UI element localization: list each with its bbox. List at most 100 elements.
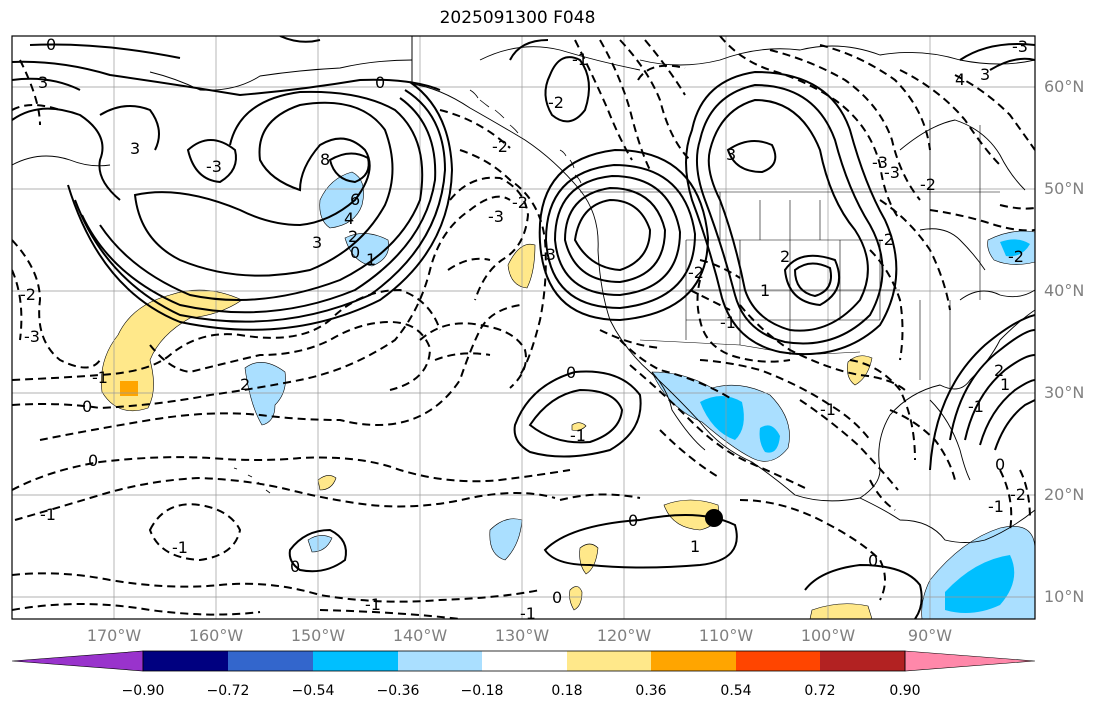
map-title: 2025091300 F048 <box>439 8 596 28</box>
contour-label: -2 <box>920 175 936 194</box>
colorbar-swatch <box>143 651 228 671</box>
contour-label: -2 <box>20 285 36 304</box>
contour-label: -1 <box>720 313 736 332</box>
colorbar-swatch <box>313 651 398 671</box>
contour-label: 3 <box>38 73 48 92</box>
negative-contours <box>12 36 1035 619</box>
contour-label: 0 <box>290 557 300 576</box>
contour-label: 3 <box>130 139 140 158</box>
longitude-label: 170°W <box>86 626 142 645</box>
colorbar-tick-label: 0.72 <box>804 683 836 699</box>
colorbar-outline <box>142 650 906 672</box>
contour-label: -1 <box>988 497 1004 516</box>
contour-label: 3 <box>980 65 990 84</box>
colorbar-tick-label: −0.18 <box>460 683 504 699</box>
contour-label: -1 <box>365 595 381 614</box>
contour-label: -3 <box>488 207 504 226</box>
contour-label: -3 <box>884 163 900 182</box>
colorbar-swatch <box>398 651 482 671</box>
colorbar-tick-label: −0.54 <box>291 683 335 699</box>
contour-label: -3 <box>540 245 556 264</box>
colorbar-tick-label: 0.18 <box>551 683 583 699</box>
map-frame <box>11 35 1036 620</box>
latitude-label: 60°N <box>1044 77 1085 96</box>
contour-label: -1 <box>820 400 836 419</box>
longitude-label: 160°W <box>188 626 244 645</box>
contour-label: 4 <box>344 209 354 228</box>
latitude-label: 40°N <box>1044 281 1085 300</box>
contour-label: 0 <box>88 451 98 470</box>
contour-label-layer: 0 3 3 0 -3 -2 -3 2 8 6 4 3 2 0 1 -2 -2 -… <box>20 35 1028 623</box>
contour-label: -1 <box>92 368 108 387</box>
latitude-label: 50°N <box>1044 179 1085 198</box>
islands <box>233 89 582 494</box>
contour-label: -3 <box>872 153 888 172</box>
contour-label: -3 <box>24 327 40 346</box>
longitude-label: 100°W <box>800 626 856 645</box>
contour-label: 1 <box>1000 375 1010 394</box>
contour-label: 0 <box>566 363 576 382</box>
contour-label: 3 <box>726 145 736 164</box>
contour-label: -2 <box>1008 247 1024 266</box>
station-marker <box>705 509 723 527</box>
colorbar-swatch <box>651 651 736 671</box>
contour-label: -1 <box>968 397 984 416</box>
contour-label: -2 <box>688 263 704 282</box>
colorbar <box>11 650 1036 672</box>
contour-label: 0 <box>375 73 385 92</box>
contour-label: -2 <box>878 230 894 249</box>
political-borders <box>411 36 1000 390</box>
contour-label: 0 <box>995 455 1005 474</box>
contour-label: 1 <box>366 250 376 269</box>
colorbar-tick-label: −0.36 <box>376 683 420 699</box>
contour-label: -2 <box>1010 485 1026 504</box>
colorbar-tick-label: −0.72 <box>206 683 250 699</box>
contour-label: -1 <box>520 604 536 623</box>
contour-label: -1 <box>570 426 586 445</box>
contour-label: -2 <box>548 93 564 112</box>
contour-label: -1 <box>572 50 588 69</box>
colorbar-tick-label: 0.36 <box>635 683 667 699</box>
colorbar-swatch <box>567 651 651 671</box>
colorbar-swatch <box>820 651 905 671</box>
colorbar-tick-label: 0.54 <box>720 683 752 699</box>
latitude-label: 30°N <box>1044 383 1085 402</box>
colorbar-tick-label: 0.90 <box>889 683 921 699</box>
contour-label: 1 <box>760 281 770 300</box>
contour-label: 4 <box>955 70 965 89</box>
colorbar-swatch <box>228 651 313 671</box>
longitude-label: 110°W <box>698 626 754 645</box>
contour-label: 0 <box>552 588 562 607</box>
colorbar-tick-label: −0.90 <box>121 683 165 699</box>
contour-label: 3 <box>312 233 322 252</box>
contour-label: -1 <box>40 505 56 524</box>
contour-label: 1 <box>690 537 700 556</box>
contour-label: -1 <box>172 538 188 557</box>
colorbar-swatch <box>482 651 567 671</box>
latitude-label: 10°N <box>1044 587 1085 606</box>
longitude-label: 90°W <box>907 626 953 645</box>
contour-label: 2 <box>994 361 1004 380</box>
longitude-label: 120°W <box>596 626 652 645</box>
colorbar-under-triangle <box>11 650 144 672</box>
contour-label: 0 <box>350 243 360 262</box>
shading-layer <box>101 171 1035 619</box>
contour-label: 8 <box>320 150 330 169</box>
longitude-label: 150°W <box>290 626 346 645</box>
contour-label: 6 <box>350 190 360 209</box>
positive-contours <box>12 36 1035 619</box>
contour-label: 0 <box>82 397 92 416</box>
contour-label: 2 <box>348 227 358 246</box>
contour-label: 2 <box>780 247 790 266</box>
contour-label: 0 <box>628 511 638 530</box>
latitude-label: 20°N <box>1044 485 1085 504</box>
colorbar-swatch <box>736 651 820 671</box>
contour-label: 0 <box>868 551 878 570</box>
longitude-label: 130°W <box>494 626 550 645</box>
contour-label: -2 <box>492 137 508 156</box>
contour-label: -3 <box>1012 37 1028 56</box>
contour-label: 0 <box>46 35 56 54</box>
contour-label: -2 <box>512 193 528 212</box>
contour-label: 2 <box>240 375 250 394</box>
